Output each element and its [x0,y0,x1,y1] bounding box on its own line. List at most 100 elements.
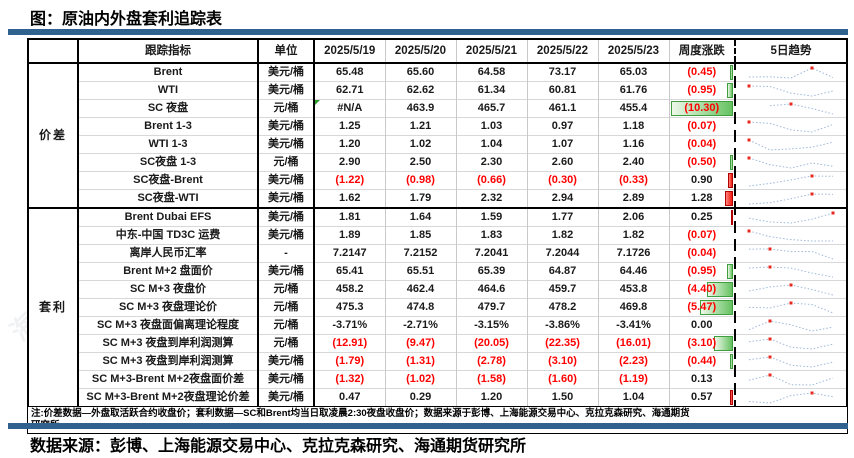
sparkline-chart [748,337,834,350]
sparkline-max-marker [747,156,751,159]
sparkline-max-marker [768,319,772,322]
weekly-change-bar [725,191,733,206]
value-cell: 2.06 [598,207,670,227]
table-row: SC M+3 夜盘面偏离理论程度 元/桶 -3.71% -2.71% -3.15% -3.… [28,316,847,335]
indicator-name: SC M+3 夜盘理论价 [78,298,259,317]
unit-cell: 美元/桶 [258,63,315,82]
value-cell: 1.18 [598,117,670,136]
figure-title: 图：原油内外盘套利追踪表 [30,11,223,28]
value-cell: 479.7 [456,298,528,317]
weekly-change-cell: 0.25 [669,207,736,227]
value-cell: 2.89 [598,189,670,208]
value-cell: 7.2041 [456,244,528,263]
sparkline-chart [748,211,835,224]
unit-cell: 元/桶 [258,334,315,353]
header-weekly-change: 周度涨跌 [669,39,736,64]
value-cell: (2.23) [598,352,670,371]
footnote-line-1: 注:价差数据—外盘取活跃合约收盘价；套利数据—SC和Brent均当日取凌晨2:3… [31,408,690,419]
table-row: SC夜盘-Brent 美元/桶 (1.22) (0.98) (0.66) (0.30) (0… [28,171,847,190]
indicator-name: Brent Dubai EFS [78,207,259,227]
trend-cell [735,117,847,136]
header-group-spacer [28,39,79,64]
weekly-change-cell: (4.40) [669,280,736,299]
unit-cell: 美元/桶 [258,189,315,208]
value-cell: 2.30 [456,153,528,172]
trend-cell [735,226,847,245]
value-cell: 464.6 [456,280,528,299]
weekly-change-cell: (0.50) [669,153,736,172]
header-indicator: 跟踪指标 [78,39,259,64]
table-row: SC 夜盘 元/桶 #N/A 463.9 465.7 461.1 455.4 (10.30) [28,99,847,118]
value-cell: 458.2 [314,280,386,299]
table-row: 离岸人民币汇率 -7.2147 7.2152 7.2041 7.2044 7.1726 (0… [28,244,847,263]
value-cell: 2.32 [456,189,528,208]
sparkline-chart [748,247,834,259]
trend-cell [735,370,847,389]
sparkline-chart [747,120,834,133]
indicator-name: SC M+3 夜盘到岸利润测算 [78,352,259,371]
sparkline-max-marker [747,120,751,123]
sparkline-max-marker [747,84,751,87]
table-row: Brent 1-3 美元/桶 1.25 1.21 1.03 0.97 1.18 (0.07) [28,117,847,136]
value-cell: 1.04 [456,135,528,154]
value-cell: 65.41 [314,262,386,281]
header-date: 2025/5/20 [385,39,457,64]
unit-cell: 美元/桶 [258,262,315,281]
indicator-name: SC夜盘-Brent [78,171,259,190]
value-cell: 1.82 [527,226,599,245]
value-cell: 459.7 [527,280,599,299]
value-cell: 7.2152 [385,244,457,263]
weekly-change-bar [729,390,733,405]
sparkline-max-marker [810,391,814,394]
weekly-change-bar [730,65,733,80]
weekly-change-cell: 1.28 [669,189,736,208]
weekly-change-cell: (10.30) [669,99,736,118]
table-row: SC M+3 夜盘理论价 元/桶 475.3 474.8 479.7 478.2 469.8… [28,298,847,317]
value-cell: #N/A [314,99,386,118]
unit-cell: 美元/桶 [258,207,315,227]
value-cell: 1.16 [598,135,670,154]
table-row: Brent M+2 盘面价 美元/桶 65.41 65.51 65.39 64.87 64.… [28,262,847,281]
header-unit: 单位 [258,39,315,64]
value-cell: 2.94 [527,189,599,208]
value-cell: (1.31) [385,352,457,371]
header-date: 2025/5/22 [527,39,599,64]
weekly-change-cell: (0.07) [669,226,736,245]
value-cell: -3.71% [314,316,386,335]
indicator-name: WTI 1-3 [78,135,259,154]
unit-cell: 元/桶 [258,99,315,118]
group-label: 套利 [28,207,79,407]
value-cell: 1.04 [598,388,670,407]
value-cell: 73.17 [527,63,599,82]
value-cell: (12.91) [314,334,386,353]
value-cell: 0.47 [314,388,386,407]
unit-cell: 美元/桶 [258,171,315,190]
value-cell: 1.25 [314,117,386,136]
value-cell: (0.66) [456,171,528,190]
value-cell: 0.29 [385,388,457,407]
value-cell: 1.77 [527,207,599,227]
value-cell: (1.58) [456,370,528,389]
value-cell: (22.35) [527,334,599,353]
weekly-change-bar [727,83,733,98]
table-row: SC M+3-Brent M+2夜盘理论价差 美元/桶 0.47 0.29 1.20 1.… [28,388,847,407]
value-cell: 60.81 [527,81,599,100]
sparkline-max-marker [747,229,751,232]
trend-cell [735,388,847,407]
weekly-change-cell: (0.04) [669,244,736,263]
unit-cell: - [258,244,315,263]
header-date: 2025/5/19 [314,39,386,64]
value-cell: 474.8 [385,298,457,317]
table-row: SC M+3 夜盘到岸利润测算 美元/桶 (1.79) (1.31) (2.78) (3.… [28,352,847,371]
weekly-change-cell: (0.44) [669,352,736,371]
unit-cell: 元/桶 [258,298,315,317]
unit-cell: 美元/桶 [258,117,315,136]
bottom-divider-bar [8,423,848,429]
table-row: 价差 Brent 美元/桶 65.48 65.60 64.58 73.17 65.03 (0.4… [28,63,847,208]
sparkline-max-marker [747,138,751,141]
weekly-change-cell: (5.47) [669,298,736,317]
table-row: SC M+3 夜盘价 元/桶 458.2 462.4 464.6 459.7 453.8 (4… [28,280,847,299]
unit-cell: 元/桶 [258,316,315,335]
value-cell: -3.15% [456,316,528,335]
value-cell: (1.32) [314,370,386,389]
